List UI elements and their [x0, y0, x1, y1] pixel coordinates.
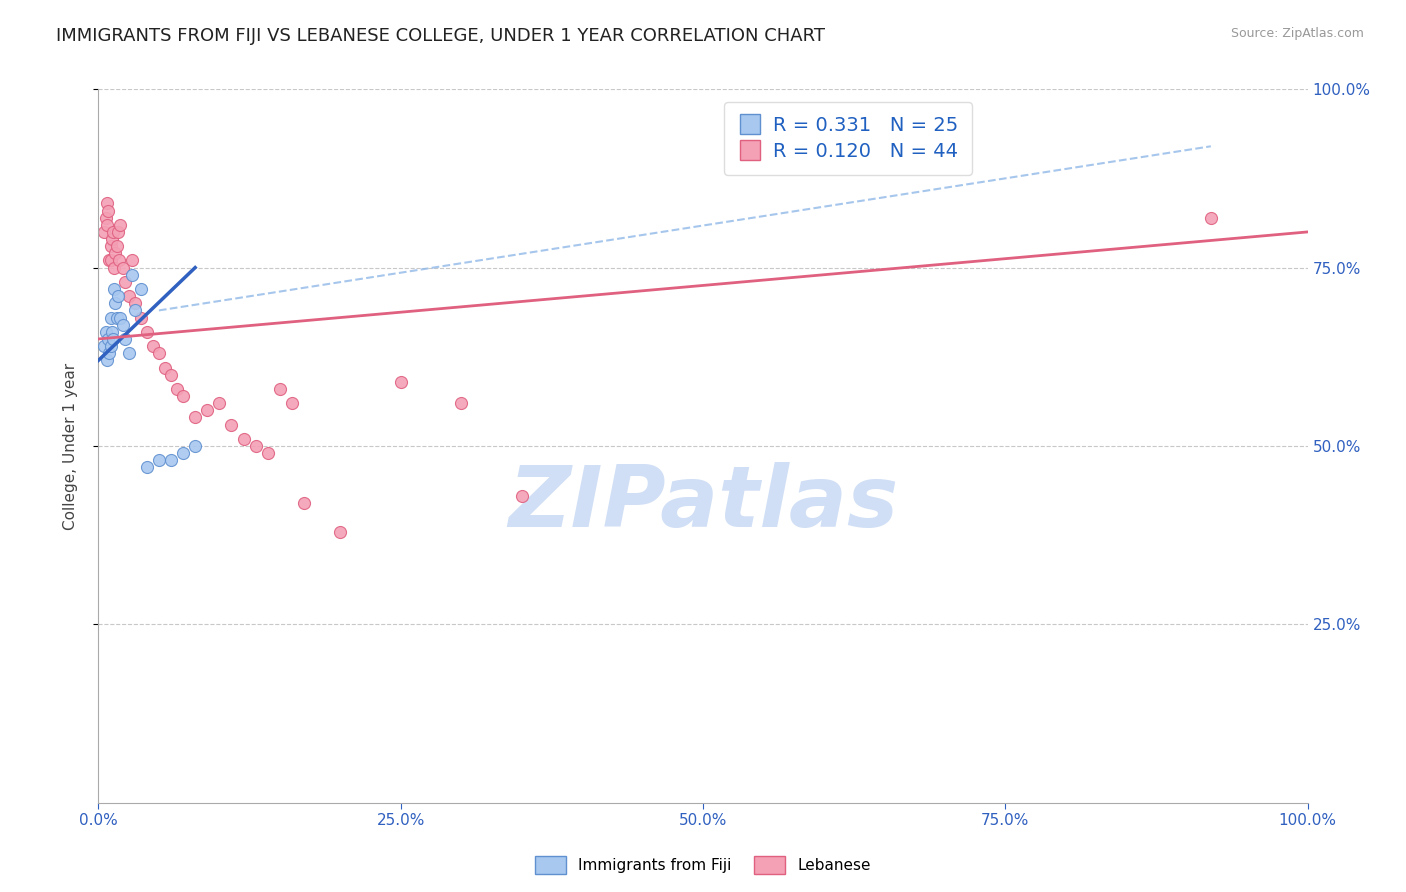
Point	[124, 296, 146, 310]
Point	[100, 232, 122, 246]
Point	[118, 289, 141, 303]
Point	[98, 346, 121, 360]
Point	[184, 410, 207, 425]
Point	[510, 489, 533, 503]
Point	[93, 339, 115, 353]
Point	[389, 375, 412, 389]
Point	[94, 211, 117, 225]
Point	[129, 282, 152, 296]
Point	[103, 260, 125, 275]
Point	[114, 332, 136, 346]
Point	[100, 253, 122, 268]
Point	[281, 396, 304, 410]
Point	[105, 310, 128, 325]
Text: IMMIGRANTS FROM FIJI VS LEBANESE COLLEGE, UNDER 1 YEAR CORRELATION CHART: IMMIGRANTS FROM FIJI VS LEBANESE COLLEGE…	[56, 27, 825, 45]
Point	[292, 496, 315, 510]
Point	[142, 339, 165, 353]
Point	[121, 253, 143, 268]
Point	[269, 382, 291, 396]
Point	[111, 260, 134, 275]
Point	[94, 325, 117, 339]
Point	[104, 246, 127, 260]
Legend: R = 0.331   N = 25, R = 0.120   N = 44: R = 0.331 N = 25, R = 0.120 N = 44	[724, 103, 972, 175]
Point	[450, 396, 472, 410]
Point	[114, 275, 136, 289]
Point	[221, 417, 243, 432]
Point	[118, 346, 141, 360]
Point	[108, 310, 131, 325]
Point	[101, 332, 124, 346]
Point	[184, 439, 207, 453]
Point	[107, 289, 129, 303]
Point	[98, 253, 121, 268]
Point	[232, 432, 254, 446]
Text: ZIPatlas: ZIPatlas	[508, 461, 898, 545]
Point	[108, 218, 131, 232]
Point	[96, 353, 118, 368]
Point	[245, 439, 267, 453]
Point	[129, 310, 152, 325]
Point	[96, 218, 118, 232]
Point	[153, 360, 176, 375]
Point	[96, 196, 118, 211]
Point	[148, 346, 170, 360]
Point	[160, 368, 183, 382]
Point	[107, 225, 129, 239]
Point	[172, 389, 194, 403]
Point	[93, 225, 115, 239]
Point	[256, 446, 278, 460]
Legend: Immigrants from Fiji, Lebanese: Immigrants from Fiji, Lebanese	[529, 850, 877, 880]
Point	[121, 268, 143, 282]
Point	[124, 303, 146, 318]
Point	[135, 460, 157, 475]
Point	[1199, 211, 1222, 225]
Text: Source: ZipAtlas.com: Source: ZipAtlas.com	[1230, 27, 1364, 40]
Point	[135, 325, 157, 339]
Point	[100, 310, 122, 325]
Point	[108, 253, 131, 268]
Point	[100, 339, 122, 353]
Point	[105, 239, 128, 253]
Point	[148, 453, 170, 467]
Point	[329, 524, 352, 539]
Point	[104, 296, 127, 310]
Point	[100, 239, 122, 253]
Point	[97, 203, 120, 218]
Point	[101, 225, 124, 239]
Point	[195, 403, 218, 417]
Point	[172, 446, 194, 460]
Point	[208, 396, 231, 410]
Point	[160, 453, 183, 467]
Point	[111, 318, 134, 332]
Point	[100, 325, 122, 339]
Point	[97, 332, 120, 346]
Point	[103, 282, 125, 296]
Point	[166, 382, 188, 396]
Y-axis label: College, Under 1 year: College, Under 1 year	[63, 362, 77, 530]
